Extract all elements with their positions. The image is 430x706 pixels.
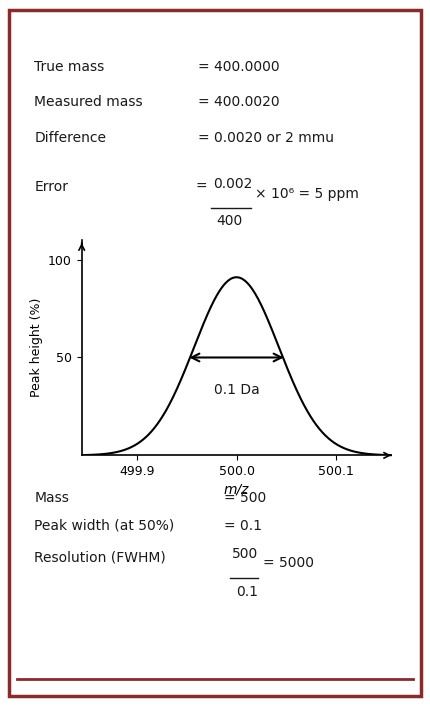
Text: = 500: = 500: [224, 491, 266, 505]
Text: = 400.0020: = 400.0020: [198, 95, 280, 109]
Text: 0.002: 0.002: [213, 176, 252, 191]
Text: Peak width (at 50%): Peak width (at 50%): [34, 519, 175, 533]
Y-axis label: Peak height (%): Peak height (%): [30, 298, 43, 397]
Text: Measured mass: Measured mass: [34, 95, 143, 109]
Text: 400: 400: [216, 214, 243, 228]
Text: 500: 500: [232, 547, 258, 561]
Text: = 0.1: = 0.1: [224, 519, 261, 533]
Text: 0.1 Da: 0.1 Da: [214, 383, 259, 397]
X-axis label: m/z: m/z: [224, 482, 249, 496]
Text: True mass: True mass: [34, 60, 104, 74]
Text: Error: Error: [34, 180, 68, 194]
Text: 0.1: 0.1: [237, 585, 258, 599]
Text: = 5000: = 5000: [263, 556, 314, 570]
Text: = 0.0020 or 2 mmu: = 0.0020 or 2 mmu: [198, 131, 334, 145]
Text: × 10⁶ = 5 ppm: × 10⁶ = 5 ppm: [255, 187, 359, 201]
Text: Mass: Mass: [34, 491, 69, 505]
Text: Difference: Difference: [34, 131, 106, 145]
Text: =: =: [196, 180, 207, 194]
Text: = 400.0000: = 400.0000: [198, 60, 280, 74]
Text: Resolution (FWHM): Resolution (FWHM): [34, 551, 166, 565]
